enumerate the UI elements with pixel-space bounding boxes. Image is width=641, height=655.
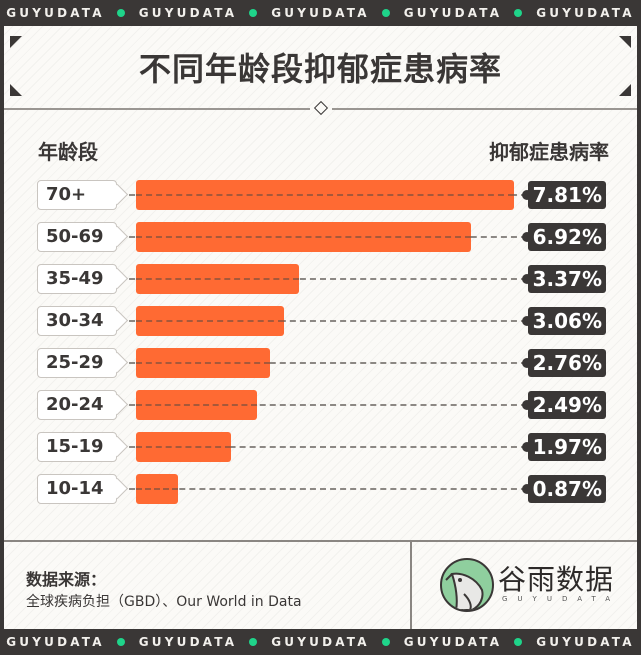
dot-icon	[381, 638, 390, 646]
leader-line	[119, 488, 527, 490]
dot-icon	[249, 638, 258, 646]
dot-icon	[249, 9, 258, 17]
dot-icon	[381, 9, 390, 17]
banner-text: GUYUDATA	[138, 635, 238, 649]
divider	[332, 108, 637, 110]
top-banner: GUYUDATA GUYUDATA GUYUDATA GUYUDATA GUYUDATA	[0, 0, 641, 26]
banner-text: GUYUDATA	[403, 635, 503, 649]
age-label: 30-34	[37, 306, 117, 336]
value-tag: 7.81%	[528, 181, 606, 209]
age-label: 20-24	[37, 390, 117, 420]
bar-row: 70+ 7.81%	[4, 180, 637, 210]
value-tag: 2.49%	[528, 391, 606, 419]
pin-icon	[522, 484, 532, 494]
corner-mark	[10, 84, 22, 96]
leader-line	[119, 404, 527, 406]
leader-line	[119, 362, 527, 364]
bar-row: 15-19 1.97%	[4, 432, 637, 462]
dot-icon	[116, 638, 125, 646]
banner-text: GUYUDATA	[536, 635, 635, 649]
bar	[136, 390, 257, 420]
value-header: 抑郁症患病率	[489, 140, 609, 164]
y-axis-header: 年龄段	[38, 140, 98, 164]
leader-line	[119, 320, 527, 322]
divider	[4, 108, 310, 110]
value-tag: 1.97%	[528, 433, 606, 461]
source-title: 数据来源：	[26, 570, 107, 589]
banner-text: GUYUDATA	[138, 6, 238, 20]
pin-icon	[522, 274, 532, 284]
value-tag: 2.76%	[528, 349, 606, 377]
age-label: 15-19	[37, 432, 117, 462]
banner-text: GUYUDATA	[6, 635, 105, 649]
bar	[136, 474, 179, 504]
age-label: 50-69	[37, 222, 117, 252]
source-text: 全球疾病负担（GBD）、Our World in Data	[26, 594, 302, 610]
logo-text: 谷雨数据	[498, 563, 615, 596]
bar-row: 20-24 2.49%	[4, 390, 637, 420]
bar	[136, 348, 270, 378]
chart-title: 不同年龄段抑郁症患病率	[138, 50, 502, 88]
value-tag: 3.06%	[528, 307, 606, 335]
pin-icon	[522, 190, 532, 200]
age-label: 35-49	[37, 264, 117, 294]
value-tag: 6.92%	[528, 223, 606, 251]
pin-icon	[522, 232, 532, 242]
age-label: 10-14	[37, 474, 117, 504]
age-label: 25-29	[37, 348, 117, 378]
corner-mark	[619, 36, 631, 48]
value-tag: 0.87%	[528, 475, 606, 503]
bottom-banner: GUYUDATA GUYUDATA GUYUDATA GUYUDATA GUYUDATA	[0, 629, 641, 655]
corner-mark	[10, 36, 22, 48]
bar-row: 10-14 0.87%	[4, 474, 637, 504]
chart-card: 不同年龄段抑郁症患病率 年龄段 抑郁症患病率 70+ 7.81% 50-69 6.92…	[4, 26, 637, 629]
divider	[4, 540, 637, 542]
corner-mark	[619, 84, 631, 96]
banner-text: GUYUDATA	[536, 6, 635, 20]
diamond-icon	[313, 100, 329, 116]
logo-subtitle: GUYUDATA	[502, 595, 620, 603]
leader-line	[119, 278, 527, 280]
value-tag: 3.37%	[528, 265, 606, 293]
bar	[136, 180, 514, 210]
bar	[136, 432, 232, 462]
pin-icon	[522, 442, 532, 452]
dot-icon	[514, 9, 523, 17]
pin-icon	[522, 358, 532, 368]
age-label: 70+	[37, 180, 117, 210]
bar-row: 50-69 6.92%	[4, 222, 637, 252]
banner-text: GUYUDATA	[271, 635, 370, 649]
divider	[410, 542, 412, 629]
pin-icon	[522, 316, 532, 326]
bar	[136, 264, 300, 294]
bar	[136, 222, 471, 252]
banner-text: GUYUDATA	[6, 6, 105, 20]
bar-row: 30-34 3.06%	[4, 306, 637, 336]
dot-icon	[116, 9, 125, 17]
banner-text: GUYUDATA	[403, 6, 503, 20]
bar	[136, 306, 285, 336]
pin-icon	[522, 400, 532, 410]
bar-row: 35-49 3.37%	[4, 264, 637, 294]
bar-row: 25-29 2.76%	[4, 348, 637, 378]
dot-icon	[514, 638, 523, 646]
leader-line	[119, 446, 527, 448]
bird-logo-icon	[440, 558, 494, 612]
banner-text: GUYUDATA	[271, 6, 370, 20]
